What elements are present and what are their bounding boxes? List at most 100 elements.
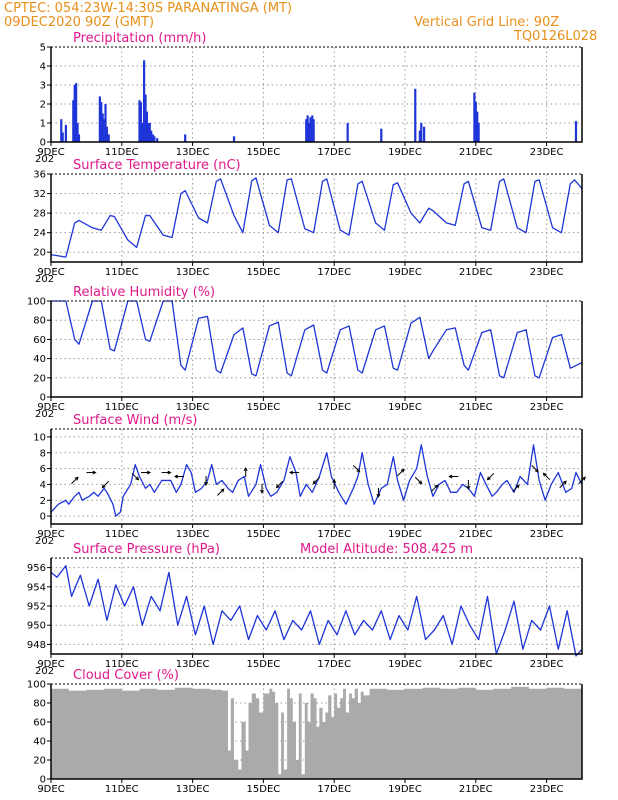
wind-arrow-head: [581, 476, 586, 481]
temp-xtick-label: 17DEC: [317, 267, 351, 278]
precip-bar: [418, 130, 421, 142]
humidity-xtick-label: 15DEC: [247, 402, 281, 413]
pressure-xtick-label: 15DEC: [247, 659, 281, 670]
cloud-xtick-label: 23DEC: [530, 784, 564, 795]
precip-bar: [423, 126, 426, 142]
wind-arrow-shaft: [131, 472, 139, 481]
wind-arrow-shaft: [487, 472, 495, 481]
precip-bar: [312, 119, 315, 142]
precip-bar: [138, 100, 141, 142]
wind-arrow-head: [515, 484, 520, 489]
pressure-ytick-label: 956: [27, 563, 46, 574]
precip-year-fragment: 202: [35, 154, 54, 165]
wind-arrow-head: [376, 493, 381, 498]
temp-year-fragment: 202: [35, 274, 54, 285]
temp-ytick-label: 24: [33, 228, 46, 239]
wind-arrow-head: [356, 468, 361, 473]
wind-arrow-head: [135, 476, 140, 481]
header-model-code: TQ0126L028: [514, 29, 598, 44]
wind-arrow-shaft: [217, 488, 225, 496]
humidity-year-fragment: 202: [35, 409, 54, 420]
pressure-ytick-label: 948: [27, 640, 46, 651]
cloud-ytick-label: 100: [27, 680, 46, 691]
precip-xtick-label: 11DEC: [105, 147, 139, 158]
wind-xtick-label: 9DEC: [37, 529, 64, 540]
humidity-xtick-label: 21DEC: [459, 402, 493, 413]
temp-ytick-label: 32: [33, 189, 46, 200]
wind-arrow-head: [260, 489, 264, 494]
precip-bar: [150, 130, 153, 142]
precip-bar: [145, 111, 149, 142]
wind-arrow-shaft: [430, 484, 438, 492]
precip-bar: [232, 136, 236, 142]
humidity-xtick-label: 9DEC: [37, 402, 64, 413]
temp-xtick-label: 23DEC: [530, 267, 564, 278]
precip-xtick-label: 13DEC: [176, 147, 210, 158]
precip-bar: [184, 134, 187, 142]
wind-arrow-shaft: [352, 465, 361, 473]
temp-xtick-label: 13DEC: [176, 267, 210, 278]
precip-bar: [346, 123, 349, 142]
wind-year-fragment: 202: [35, 536, 54, 547]
cloud-ytick-label: 40: [33, 737, 46, 748]
cloud-xtick-label: 19DEC: [388, 784, 422, 795]
wind-arrow-head: [434, 484, 439, 489]
pressure-annotation: Model Altitude: 508.425 m: [300, 542, 473, 557]
precip-bar: [306, 115, 309, 142]
wind-arrow-shaft: [276, 480, 284, 488]
wind-series-line: [50, 444, 583, 517]
cloud-ytick-label: 20: [33, 756, 46, 767]
precip-ytick-label: 4: [40, 62, 46, 73]
wind-arrow-shaft: [543, 472, 551, 481]
precip-bar: [77, 134, 81, 142]
humidity-xtick-label: 17DEC: [317, 402, 351, 413]
wind-arrow-head: [167, 470, 172, 475]
pressure-ytick-label: 950: [27, 621, 46, 632]
cloud-ytick-label: 80: [33, 699, 46, 710]
humidity-xtick-label: 13DEC: [176, 402, 210, 413]
temp-panel-title: Surface Temperature (nC): [73, 158, 241, 173]
humidity-series-line: [51, 300, 583, 379]
wind-arrow-head: [332, 478, 337, 483]
wind-arrow-head: [542, 472, 547, 477]
pressure-xtick-label: 21DEC: [459, 659, 493, 670]
cloud-xtick-label: 11DEC: [105, 784, 139, 795]
wind-arrow-head: [101, 484, 106, 489]
wind-ytick-label: 0: [40, 512, 46, 523]
wind-arrow-head: [92, 470, 97, 475]
wind-arrow-head: [74, 476, 79, 481]
wind-arrow-head: [312, 480, 317, 485]
precip-bar: [305, 119, 308, 142]
wind-ytick-label: 10: [33, 432, 46, 443]
precip-ytick-label: 5: [40, 43, 46, 54]
precip-frame: [50, 47, 583, 143]
precip-xtick-label: 23DEC: [530, 147, 564, 158]
cloud-xtick-label: 17DEC: [317, 784, 351, 795]
wind-arrow-shaft: [559, 480, 567, 488]
pressure-ytick-label: 952: [27, 602, 46, 613]
wind-arrow-shaft: [101, 480, 110, 488]
temp-xtick-label: 21DEC: [459, 267, 493, 278]
wind-arrow-head: [220, 488, 225, 493]
pressure-xtick-label: 11DEC: [105, 659, 139, 670]
precip-bar: [574, 121, 578, 142]
precip-xtick-label: 17DEC: [317, 147, 351, 158]
cloud-xtick-label: 9DEC: [37, 784, 64, 795]
precip-xtick-label: 19DEC: [388, 147, 422, 158]
precip-bar: [105, 126, 109, 142]
wind-arrow-shaft: [512, 484, 520, 492]
wind-frame: [50, 429, 583, 525]
temp-ytick-label: 36: [33, 170, 46, 181]
humidity-xtick-label: 11DEC: [105, 402, 139, 413]
precip-bar: [477, 123, 480, 142]
precip-bar: [64, 124, 67, 142]
wind-xtick-label: 19DEC: [388, 529, 422, 540]
header-vertical-grid: Vertical Grid Line: 90Z: [414, 15, 560, 30]
precip-bar: [61, 132, 64, 142]
wind-arrow-shaft: [397, 469, 405, 477]
humidity-ytick-label: 0: [40, 393, 46, 404]
precip-bar: [414, 88, 417, 142]
cloud-ytick-label: 60: [33, 718, 46, 729]
temp-xtick-label: 9DEC: [37, 267, 64, 278]
wind-xtick-label: 15DEC: [247, 529, 281, 540]
